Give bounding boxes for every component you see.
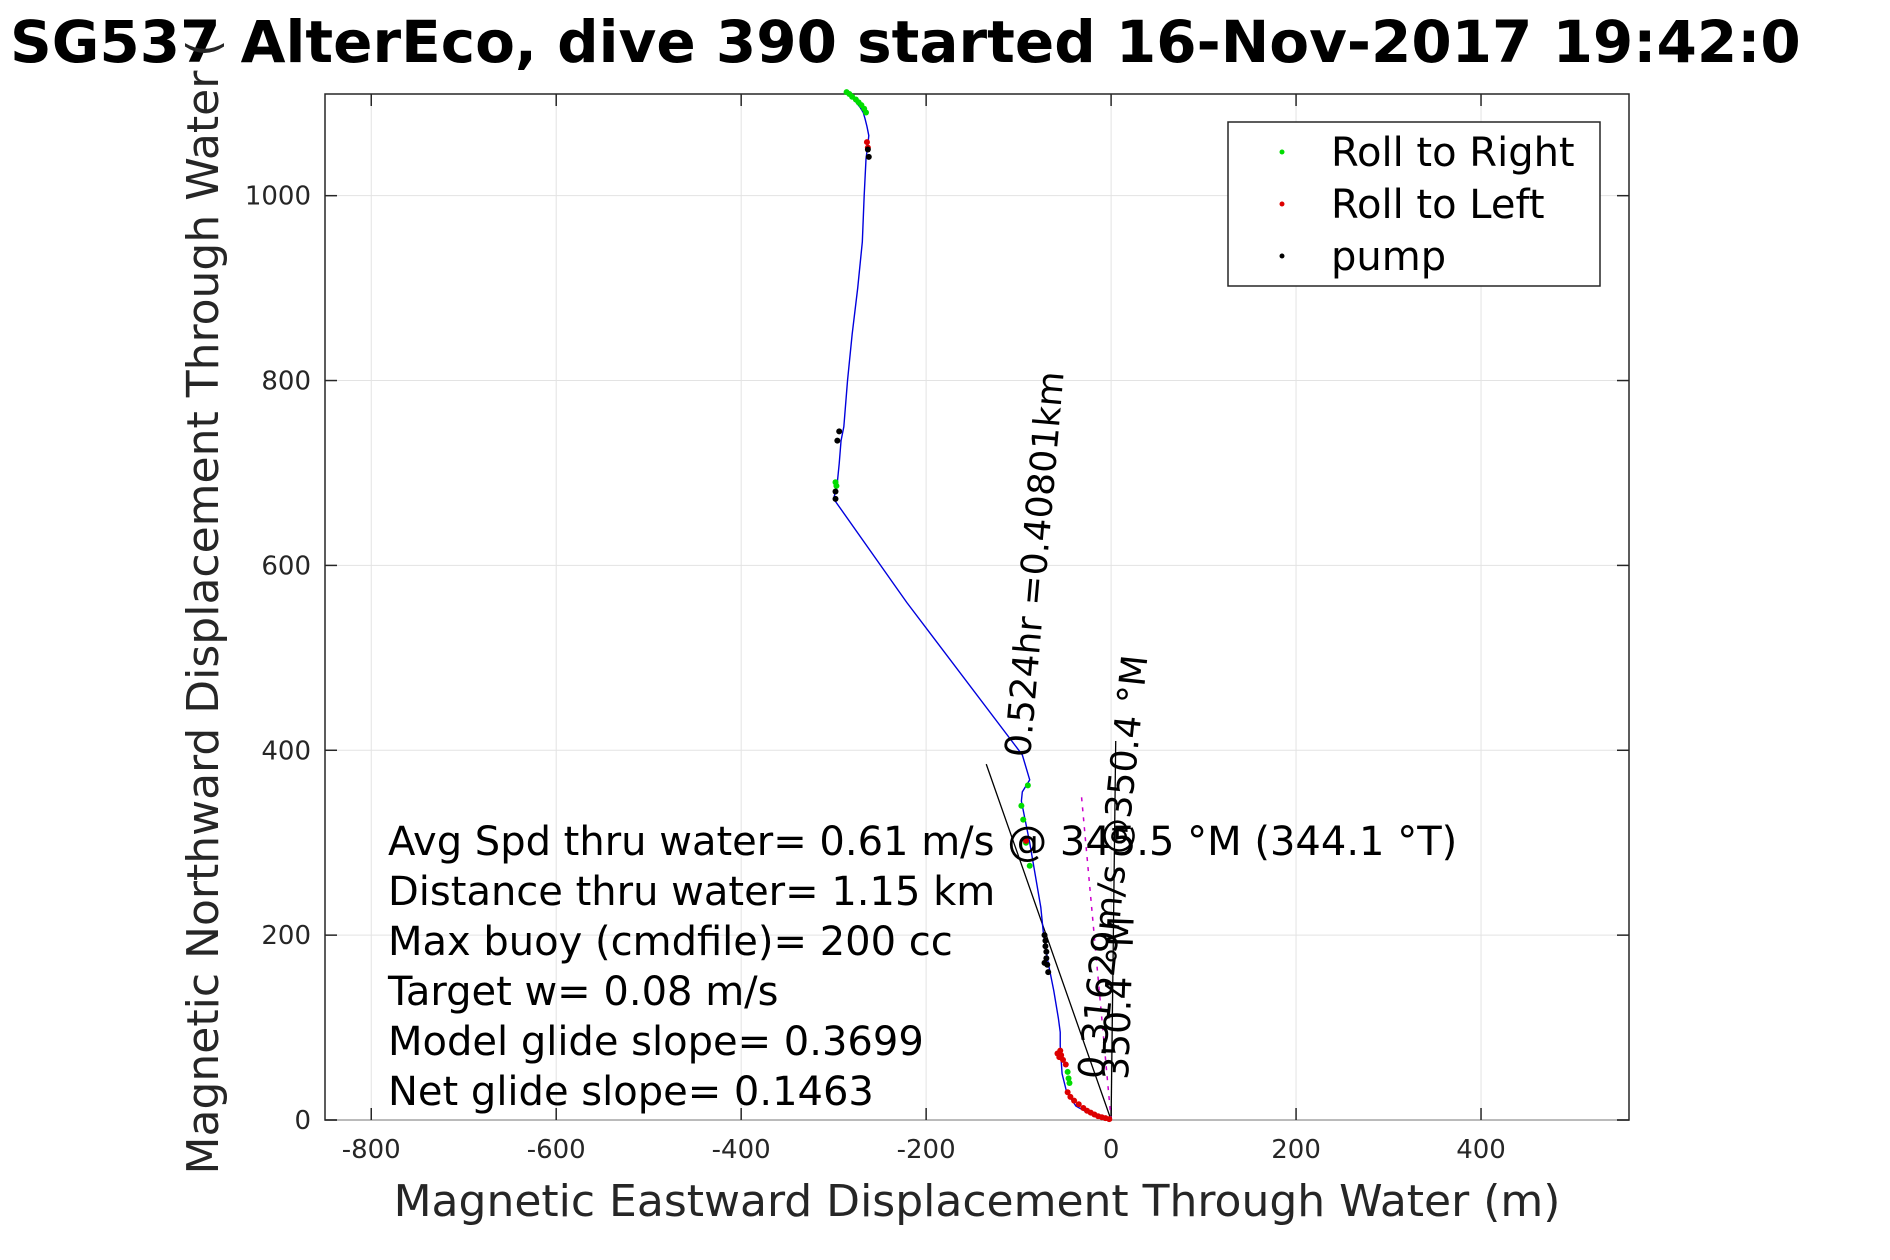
- roll-left-point: [1062, 1061, 1069, 1068]
- rotated-label-heading: 350.4 °M: [1096, 915, 1143, 1080]
- legend-label-roll-left: Roll to Left: [1331, 182, 1545, 228]
- stat-net-glide: Net glide slope= 0.1463: [388, 1069, 874, 1115]
- roll-left-point: [1080, 1104, 1087, 1111]
- y-tick-label: 200: [261, 921, 311, 951]
- stat-distance: Distance thru water= 1.15 km: [388, 869, 995, 915]
- heading-line: [1110, 741, 1117, 1121]
- legend-marker-pump: [1279, 253, 1285, 259]
- x-tick-label: 200: [1271, 1135, 1321, 1165]
- current-vector-line: [1080, 796, 1112, 1121]
- x-tick-label: 400: [1456, 1135, 1506, 1165]
- pump-point: [1043, 948, 1050, 955]
- roll-left-point: [1067, 1093, 1074, 1100]
- roll-right-point: [1065, 1075, 1072, 1082]
- roll-right-point: [1064, 1068, 1071, 1075]
- y-tick-label: 1000: [245, 182, 311, 212]
- y-tick-label: 800: [261, 367, 311, 397]
- roll-right-point: [1026, 862, 1033, 869]
- grid-lines: [325, 94, 1629, 1121]
- x-tick-label: -400: [712, 1135, 771, 1165]
- chart-title: SG537 AlterEco, dive 390 started 16-Nov-…: [10, 8, 1801, 76]
- roll-right-point: [832, 479, 839, 486]
- pump-point: [864, 146, 871, 153]
- pump-point: [834, 437, 841, 444]
- pump-point: [1042, 937, 1049, 944]
- series-layer: [832, 89, 1117, 1123]
- roll-right-point: [1020, 816, 1027, 823]
- pump-point: [1041, 932, 1048, 939]
- pump-point: [832, 488, 839, 495]
- stat-avg-speed: Avg Spd thru water= 0.61 m/s @ 345.5 °M …: [388, 819, 1457, 865]
- pump-point: [836, 428, 843, 435]
- axis-ticks: -800 -600 -400 -200 0 200 400 0 200 400 600 800 1000: [245, 94, 1629, 1165]
- roll-right-point: [1024, 782, 1031, 789]
- legend-label-pump: pump: [1331, 234, 1446, 280]
- y-tick-label: 400: [261, 736, 311, 766]
- glider-track-line: [832, 91, 1112, 1121]
- y-tick-label: 600: [261, 551, 311, 581]
- stat-max-buoy: Max buoy (cmdfile)= 200 cc: [388, 919, 953, 965]
- pump-point: [865, 153, 872, 160]
- stat-model-glide: Model glide slope= 0.3699: [388, 1019, 924, 1065]
- stats-annotation: Avg Spd thru water= 0.61 m/s @ 345.5 °M …: [387, 819, 1457, 1115]
- legend-label-roll-right: Roll to Right: [1331, 130, 1575, 176]
- x-tick-label: -600: [527, 1135, 586, 1165]
- legend-marker-roll-left: [1279, 201, 1285, 207]
- x-tick-label: 0: [1103, 1135, 1120, 1165]
- y-tick-label: 0: [294, 1106, 311, 1136]
- x-tick-label: -800: [342, 1135, 401, 1165]
- y-axis-label: Magnetic Northward Displacement Through …: [178, 40, 229, 1175]
- legend: Roll to Right Roll to Left pump: [1227, 121, 1601, 287]
- pump-point: [1045, 969, 1052, 976]
- roll-left-point: [863, 139, 870, 146]
- heading-line: [985, 763, 1112, 1121]
- roll-right-point: [1066, 1080, 1073, 1087]
- pump-point: [1043, 955, 1050, 962]
- roll-right-point: [1018, 802, 1025, 809]
- legend-marker-roll-right: [1279, 149, 1285, 155]
- pump-point: [832, 495, 839, 502]
- roll-left-point: [1054, 1050, 1061, 1057]
- x-axis-label: Magnetic Eastward Displacement Through W…: [394, 1176, 1561, 1227]
- roll-left-point: [1071, 1097, 1078, 1104]
- roll-left-point: [1064, 1089, 1071, 1096]
- legend-box: [1227, 121, 1601, 287]
- pump-point: [1042, 943, 1049, 950]
- x-tick-label: -200: [897, 1135, 956, 1165]
- roll-right-point: [843, 89, 850, 96]
- roll-left-point: [1075, 1101, 1082, 1108]
- roll-left-point: [1023, 837, 1030, 844]
- stat-target-w: Target w= 0.08 m/s: [387, 969, 778, 1015]
- pump-point: [1041, 959, 1048, 966]
